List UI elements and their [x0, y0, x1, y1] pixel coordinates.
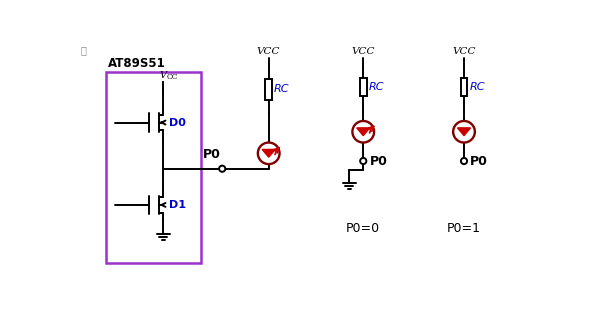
Text: CC: CC: [166, 73, 178, 81]
Text: D1: D1: [170, 200, 187, 210]
Circle shape: [258, 143, 280, 164]
Polygon shape: [357, 128, 370, 136]
Text: VCC: VCC: [257, 47, 280, 56]
Text: P0: P0: [370, 154, 387, 168]
Text: VCC: VCC: [452, 47, 476, 56]
Circle shape: [360, 158, 367, 164]
Text: P0=1: P0=1: [447, 221, 481, 235]
Text: RC: RC: [274, 84, 289, 94]
Text: D0: D0: [170, 117, 187, 128]
Text: RC: RC: [469, 82, 485, 92]
Text: P0=0: P0=0: [346, 221, 380, 235]
Circle shape: [453, 121, 475, 143]
Bar: [106, 72, 201, 263]
Text: P0: P0: [203, 148, 220, 161]
Polygon shape: [458, 128, 471, 136]
Text: AT89S51: AT89S51: [108, 57, 165, 70]
Circle shape: [219, 166, 225, 172]
Polygon shape: [262, 150, 275, 157]
Bar: [265, 79, 272, 100]
Circle shape: [461, 158, 467, 164]
Text: VCC: VCC: [351, 47, 375, 56]
Text: RC: RC: [368, 82, 384, 92]
Bar: [460, 78, 468, 96]
Text: V: V: [160, 71, 167, 80]
Text: P0: P0: [470, 154, 488, 168]
Bar: [360, 78, 367, 96]
Circle shape: [353, 121, 374, 143]
Text: 图: 图: [80, 46, 86, 55]
